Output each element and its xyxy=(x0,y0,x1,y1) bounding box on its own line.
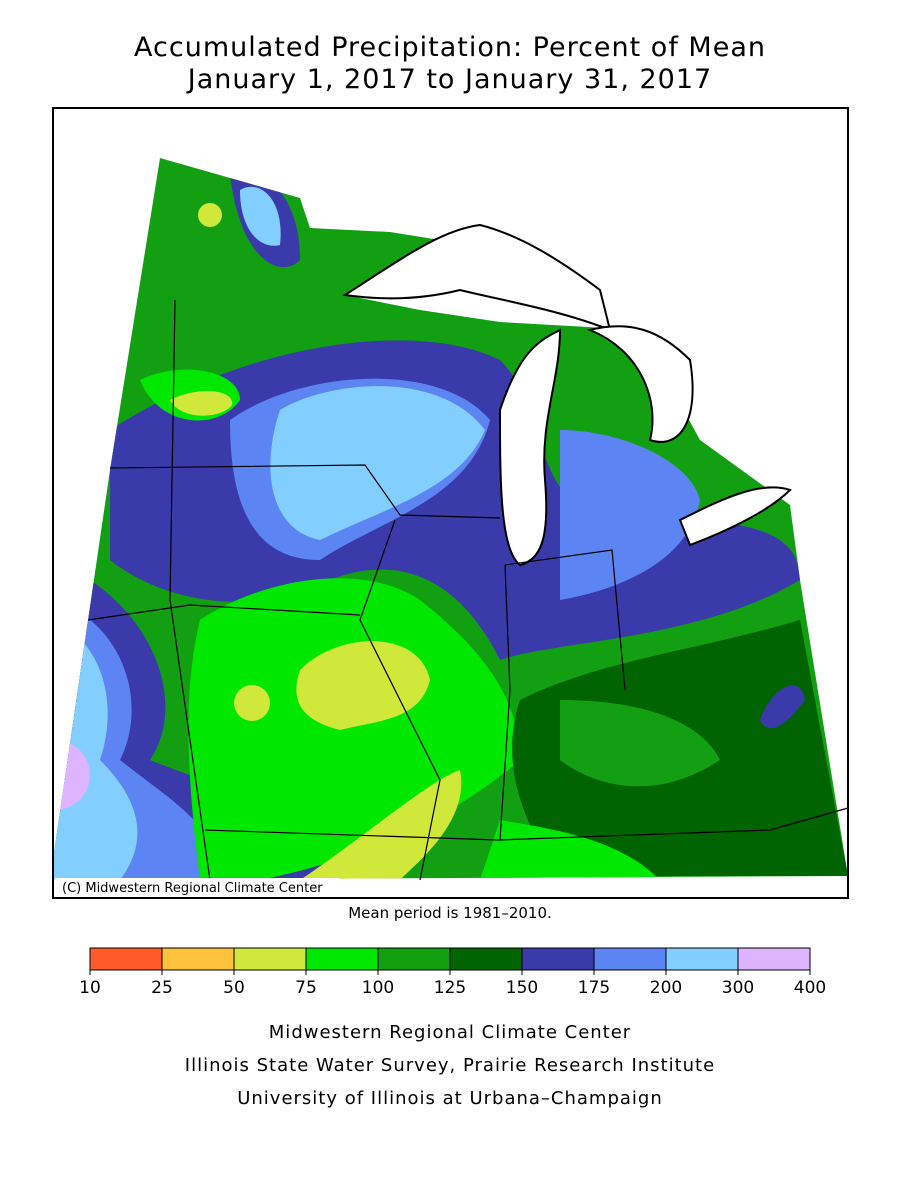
legend-tick-label: 100 xyxy=(362,978,394,998)
state-lines xyxy=(87,299,849,881)
legend-tick-label: 50 xyxy=(223,978,245,998)
title-line: Accumulated Precipitation: Percent of Me… xyxy=(134,32,766,63)
credit-box xyxy=(55,878,339,897)
footer-line: Illinois State Water Survey, Prairie Res… xyxy=(185,1055,715,1076)
lakes xyxy=(342,223,792,567)
legend-tick-label: 125 xyxy=(434,978,466,998)
legend-swatch xyxy=(377,947,451,971)
legend-tick-label: 200 xyxy=(650,978,682,998)
legend-tick-label: 25 xyxy=(151,978,173,998)
legend-tick-label: 175 xyxy=(578,978,610,998)
legend-swatch xyxy=(737,947,811,971)
legend-swatch xyxy=(593,947,667,971)
footer-line: Midwestern Regional Climate Center xyxy=(269,1022,631,1043)
footer-line: University of Illinois at Urbana–Champai… xyxy=(237,1088,663,1109)
legend-swatch xyxy=(161,947,235,971)
legend-swatch xyxy=(89,947,163,971)
legend-tick-label: 10 xyxy=(79,978,101,998)
legend-swatch xyxy=(521,947,595,971)
legend-swatch xyxy=(305,947,379,971)
title-line: January 1, 2017 to January 31, 2017 xyxy=(186,64,712,95)
legend-tick-label: 150 xyxy=(506,978,538,998)
legend: 10 25 50 75 100 125 150 175 200 300 400 xyxy=(79,947,826,998)
legend-tick-label: 300 xyxy=(722,978,754,998)
map-frame xyxy=(52,107,849,899)
legend-tick-label: 400 xyxy=(794,978,826,998)
map-credit: (C) Midwestern Regional Climate Center xyxy=(62,881,323,896)
legend-swatch xyxy=(233,947,307,971)
mean-note: Mean period is 1981–2010. xyxy=(348,904,552,922)
legend-swatch xyxy=(665,947,739,971)
legend-swatch xyxy=(449,947,523,971)
legend-tick-label: 75 xyxy=(295,978,317,998)
